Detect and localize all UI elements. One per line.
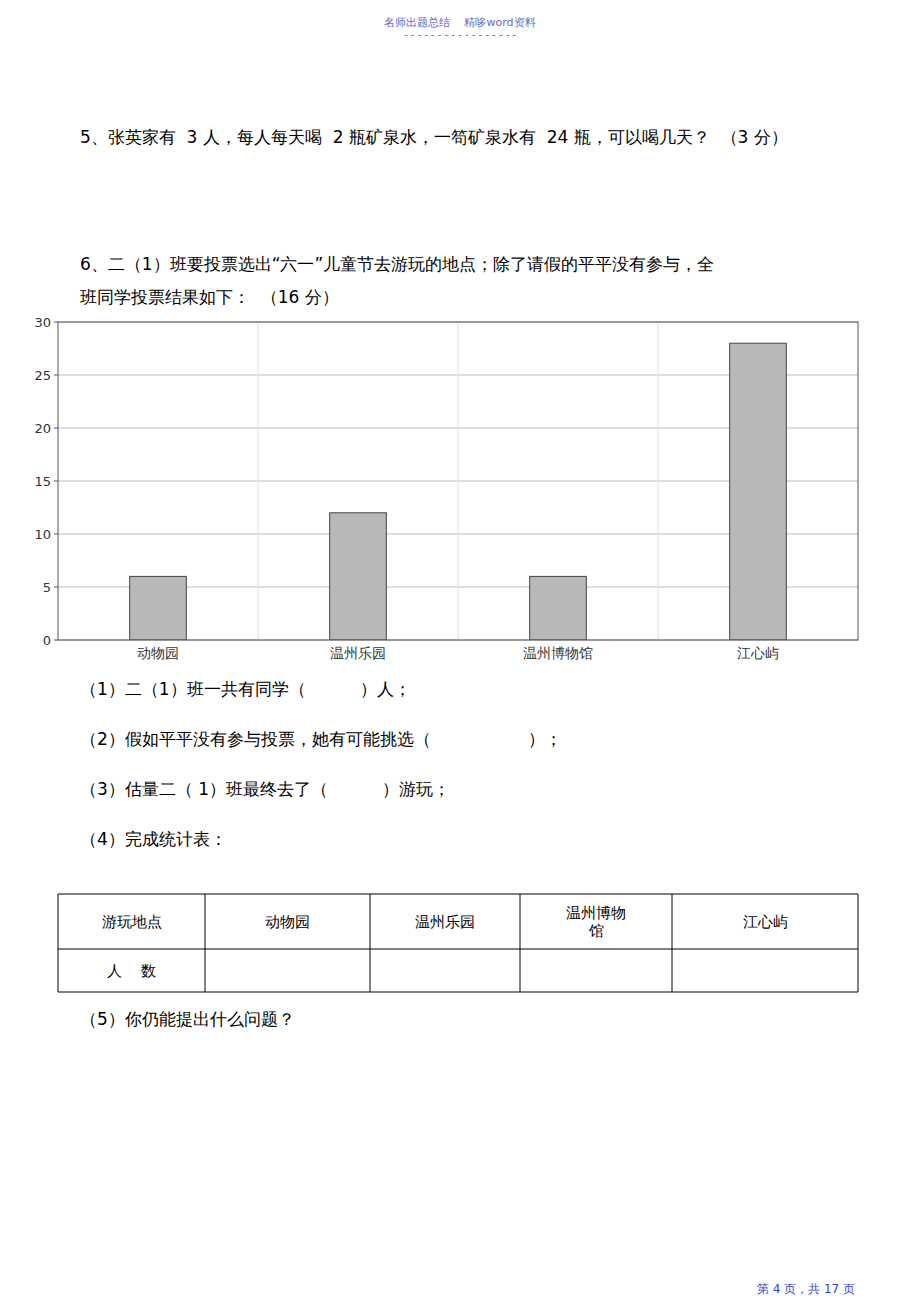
- tick-label: 0: [43, 633, 51, 648]
- background: [0, 0, 919, 1303]
- sub-question: （1）二（1）班一共有同学（ ）人；: [80, 679, 411, 699]
- category-divider: [258, 322, 259, 640]
- tick-label: 30: [34, 315, 51, 330]
- tick-mark: [54, 534, 58, 535]
- table-header: 江心屿: [743, 913, 788, 931]
- table-line: [58, 894, 858, 895]
- bar: [130, 576, 187, 640]
- table-line: [58, 992, 858, 993]
- category-label: 温州博物馆: [523, 645, 593, 661]
- table-line: [205, 894, 206, 992]
- question: 5、张英家有 3 人，每人每天喝 2 瓶矿泉水，一笱矿泉水有 24 瓶，可以喝几…: [80, 127, 788, 147]
- category-label: 动物园: [137, 645, 179, 661]
- tick-mark: [54, 640, 58, 641]
- category-divider: [458, 322, 459, 640]
- tick-label: 15: [34, 474, 51, 489]
- header: 名师出题总结 精哆word资料: [384, 16, 535, 29]
- bar: [330, 513, 387, 640]
- tick-label: 20: [34, 421, 51, 436]
- category-label: 温州乐园: [330, 645, 386, 661]
- header-dashes: - - - - - - - - - - - - - - - - -: [404, 29, 517, 40]
- sub-question: （5）你仍能提出什么问题？: [80, 1009, 295, 1029]
- bar: [530, 576, 587, 640]
- table-line: [520, 894, 521, 992]
- sub-question: （4）完成统计表：: [80, 829, 227, 849]
- category-divider: [658, 322, 659, 640]
- sub-question: （3）估量二（ 1）班最终去了（ ）游玩；: [80, 779, 450, 799]
- table-line: [858, 894, 859, 992]
- plot-area: [58, 322, 858, 640]
- table-header: 温州博物: [566, 904, 626, 922]
- table-line: [58, 894, 59, 992]
- table-header: 温州乐园: [415, 913, 475, 931]
- table-header: 动物园: [265, 913, 310, 931]
- sub-question: （2）假如平平没有参与投票，她有可能挑选（ ）；: [80, 729, 562, 749]
- table-line: [370, 894, 371, 992]
- table-header: 馆: [588, 922, 604, 940]
- grid: [58, 322, 858, 640]
- question: 6、二（1）班要投票选出“六一”儿童节去游玩的地点；除了请假的平平没有参与，全: [80, 254, 714, 274]
- tick-mark: [54, 481, 58, 482]
- bars: [130, 343, 787, 640]
- category-label: 江心屿: [737, 645, 779, 661]
- footer: 第 4 页，共 17 页: [757, 1282, 855, 1296]
- table-header: 游玩地点: [102, 913, 162, 931]
- table: [58, 894, 858, 992]
- tick-mark: [54, 587, 58, 588]
- table-row-label: 人 数: [107, 962, 156, 980]
- page: 名师出题总结 精哆word资料- - - - - - - - - - - - -…: [0, 0, 919, 1303]
- tick-mark: [54, 428, 58, 429]
- question: 班同学投票结果如下： （16 分）: [80, 287, 339, 307]
- x-axis: 动物园 温州乐园 温州博物馆 江心屿: [137, 645, 779, 661]
- bar: [730, 343, 787, 640]
- plot-frame: [58, 322, 858, 640]
- table-line: [58, 949, 858, 950]
- y-axis: 0 5 10 15 20 25 30: [34, 315, 58, 648]
- tick-label: 10: [34, 527, 51, 542]
- tick-mark: [54, 375, 58, 376]
- tick-label: 5: [43, 580, 51, 595]
- table-line: [672, 894, 673, 992]
- tick-mark: [54, 322, 58, 323]
- bar-chart: 0 5 10 15 20 25 30 动物园 温州乐园 温州博物馆 江心屿: [34, 315, 858, 662]
- tick-label: 25: [34, 368, 51, 383]
